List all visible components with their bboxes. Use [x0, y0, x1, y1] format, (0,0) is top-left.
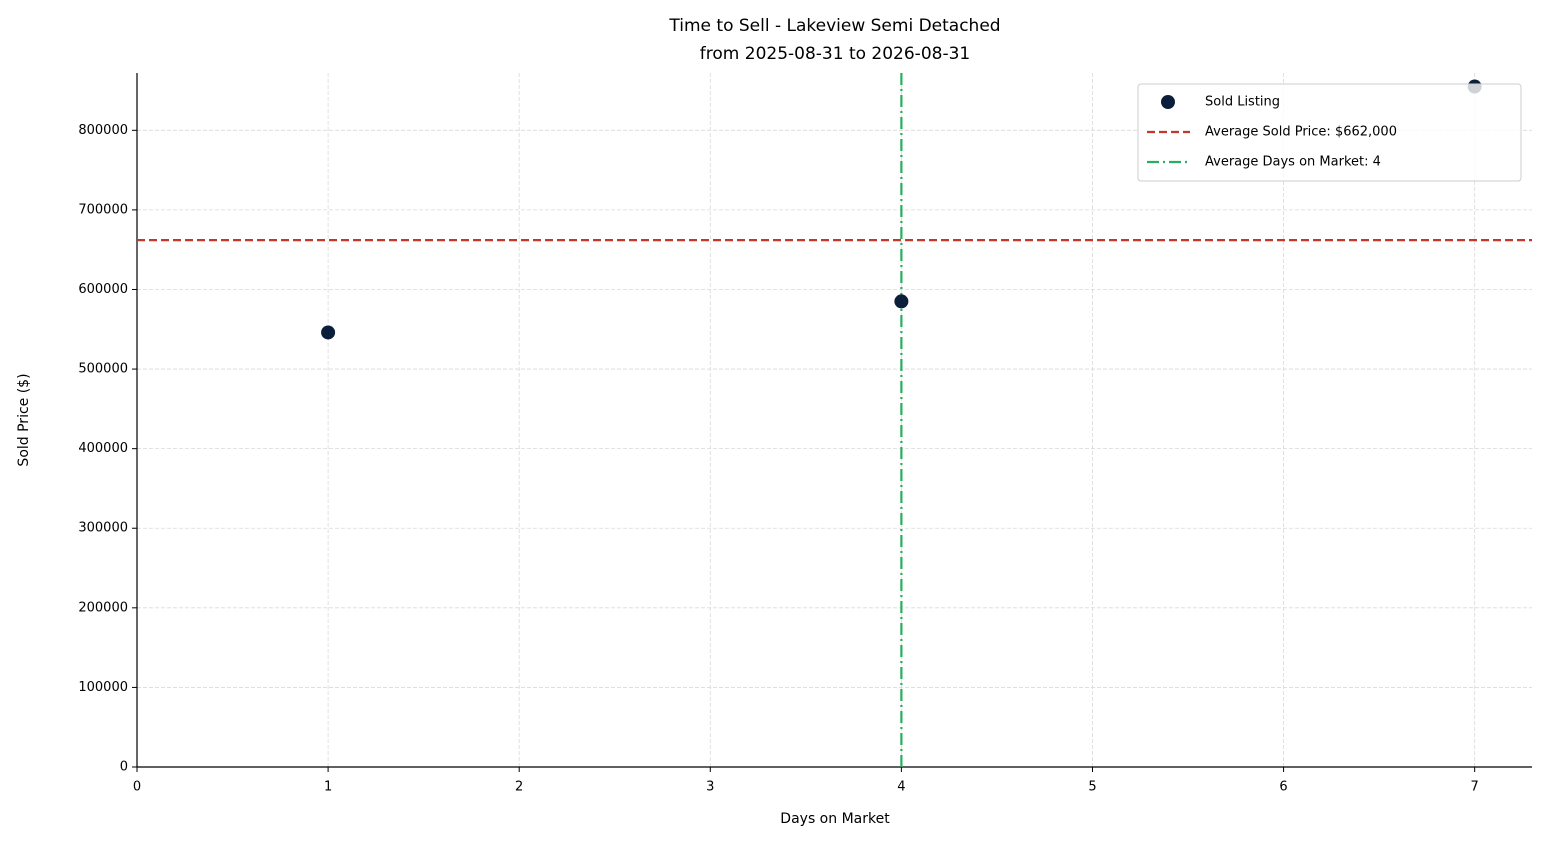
y-tick-label: 100000 [78, 680, 128, 695]
x-tick-label: 3 [706, 780, 714, 795]
x-tick-label: 0 [133, 780, 141, 795]
data-point [321, 325, 336, 340]
x-axis-label: Days on Market [780, 811, 890, 827]
x-tick-label: 5 [1088, 780, 1096, 795]
x-tick-label: 1 [324, 780, 332, 795]
y-tick-label: 300000 [78, 521, 128, 536]
y-tick-label: 400000 [78, 441, 128, 456]
legend-label: Sold Listing [1205, 95, 1280, 110]
legend-label: Average Days on Market: 4 [1205, 155, 1381, 170]
y-axis-label: Sold Price ($) [16, 373, 32, 466]
x-tick-label: 4 [897, 780, 905, 795]
legend-box [1137, 83, 1522, 182]
y-tick-label: 800000 [78, 123, 128, 138]
x-tick-label: 2 [515, 780, 523, 795]
y-tick-label: 700000 [78, 202, 128, 217]
x-tick-label: 7 [1471, 780, 1479, 795]
y-tick-label: 200000 [78, 600, 128, 615]
y-tick-label: 500000 [78, 362, 128, 377]
y-tick-label: 600000 [78, 282, 128, 297]
y-tick-label: 0 [120, 760, 128, 775]
legend-marker [1161, 95, 1175, 109]
chart-title: Time to Sell - Lakeview Semi Detached [668, 16, 1000, 36]
x-tick-label: 6 [1279, 780, 1287, 795]
legend-label: Average Sold Price: $662,000 [1205, 125, 1397, 140]
chart-subtitle: from 2025-08-31 to 2026-08-31 [700, 44, 970, 64]
data-point [894, 294, 909, 309]
